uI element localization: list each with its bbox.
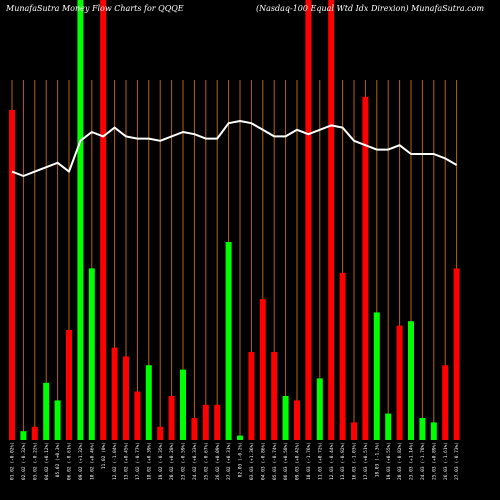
money-flow-bar	[134, 391, 141, 440]
x-tick-label: 19.03 (+0.55%)	[386, 442, 392, 480]
money-flow-bar	[214, 404, 221, 440]
x-tick-label: 06.02 (-0.61%)	[67, 442, 73, 480]
money-flow-bar	[54, 400, 61, 440]
x-tick-label: 09.02 (+1.32%)	[78, 442, 84, 480]
x-tick-label: 11.03 (+0.72%)	[317, 442, 323, 480]
money-flow-bar	[442, 365, 449, 440]
x-tick-label: 23.02 (-0.59%)	[181, 442, 187, 480]
x-tick-label: 17.02 (-0.77%)	[135, 442, 141, 480]
money-flow-bar	[43, 382, 50, 440]
x-tick-label: 06.03 (+0.58%)	[283, 442, 289, 480]
x-tick-label: 18.03 (-1.3%)	[374, 442, 380, 477]
money-flow-bar	[419, 418, 426, 440]
x-tick-labels: 01.02 (-0.02%) 02.02 (-0.32%) 03.02 (-0.22…	[10, 442, 461, 480]
chart-title: MunafaSutra Money Flow Charts for QQQE	[6, 4, 184, 13]
money-flow-bar	[248, 352, 255, 440]
money-flow-bar	[362, 96, 369, 441]
money-flow-bar	[191, 418, 198, 440]
money-flow-bar	[77, 0, 84, 440]
money-flow-bars	[9, 0, 460, 441]
x-tick-label: 02.02 (-0.32%)	[21, 442, 27, 480]
money-flow-bar	[339, 272, 346, 440]
x-tick-label: 11.02 (0%)	[101, 442, 107, 469]
money-flow-bar	[373, 312, 380, 440]
money-flow-bar	[157, 426, 164, 440]
money-flow-bar	[351, 422, 357, 440]
x-tick-label: 19.02 (-0.35%)	[158, 442, 164, 480]
x-tick-label: 03.03 (+1.36%)	[249, 442, 255, 480]
money-flow-bar	[430, 422, 437, 440]
x-tick-label: 24.03 (-1.78%)	[420, 442, 426, 480]
money-flow-bar	[408, 321, 414, 440]
money-flow-bar	[237, 435, 243, 440]
money-flow-bar	[271, 352, 278, 440]
money-flow-bar	[123, 356, 129, 440]
money-flow-bar	[259, 299, 266, 440]
money-flow-bar	[202, 404, 209, 440]
x-tick-label: 13.02 (+0.45%)	[124, 442, 130, 480]
x-tick-label: 04.03 (-0.86%)	[260, 442, 266, 480]
money-flow-bar	[168, 396, 175, 440]
x-tick-label: 18.02 (+0.39%)	[146, 442, 152, 480]
trend-line-path	[11, 120, 458, 177]
x-tick-label: 27.02 (+0.31%)	[226, 442, 232, 480]
trend-line	[11, 120, 458, 177]
x-tick-label: 25.03 (+0.89%)	[431, 442, 437, 480]
x-tick-label: 04.02 (+0.12%)	[44, 442, 50, 480]
money-flow-bar	[88, 268, 95, 440]
x-tick-label: 26.03 (-1.61%)	[443, 442, 449, 480]
money-flow-bar	[225, 242, 232, 440]
x-tick-label: 10.03 (-1.76%)	[306, 442, 312, 480]
money-flow-bar	[328, 0, 335, 440]
x-tick-label: 20.02 (+0.28%)	[169, 442, 175, 480]
x-tick-label: 13.03 (-0.92%)	[340, 442, 346, 480]
money-flow-bar	[66, 330, 72, 440]
x-tick-label: 12.02 (-1.04%)	[112, 442, 118, 480]
x-tick-label: 17.03 (+0.51%)	[363, 442, 369, 480]
x-tick-label: 20.03 (-0.82%)	[397, 442, 403, 480]
x-tick-label: 27.03 (-0.73%)	[454, 442, 460, 480]
money-flow-bar	[100, 0, 107, 440]
money-flow-bar	[145, 365, 152, 440]
money-flow-bar	[111, 347, 118, 440]
x-tick-label: 16.03 (-1.03%)	[352, 442, 358, 480]
money-flow-bar	[20, 431, 27, 440]
money-flow-bar	[282, 396, 289, 440]
x-tick-label: 02.03 (-0.2%)	[238, 442, 244, 477]
x-tick-label: 12.03 (-0.44%)	[329, 442, 335, 480]
money-flow-bar	[316, 378, 323, 440]
money-flow-bar	[31, 426, 38, 440]
money-flow-bar	[9, 110, 15, 440]
x-tick-label: 10.02 (+0.46%)	[89, 442, 95, 480]
x-tick-label: 23.03 (+1.14%)	[409, 442, 415, 480]
x-tick-label: 26.02 (+0.09%)	[215, 442, 221, 480]
x-tick-label: 09.03 (+0.42%)	[295, 442, 301, 480]
x-tick-label: 05.03 (-0.74%)	[272, 442, 278, 480]
x-tick-label: 25.02 (-0.67%)	[203, 442, 209, 480]
money-flow-bar	[294, 400, 300, 440]
money-flow-bar	[453, 268, 460, 440]
money-flow-bar	[396, 325, 403, 440]
money-flow-bar	[180, 369, 186, 440]
money-flow-bar	[385, 413, 392, 440]
money-flow-bar	[305, 0, 312, 440]
x-tick-label: 24.02 (+0.33%)	[192, 442, 198, 480]
x-tick-label: 03.02 (-0.22%)	[32, 442, 38, 480]
x-tick-label: 01.02 (-0.02%)	[10, 442, 16, 480]
chart-subtitle: (Nasdaq-100 Equal Wtd Idx Direxion) Muna…	[256, 4, 485, 13]
x-tick-label: 05.02 (+0.3%)	[55, 442, 61, 477]
